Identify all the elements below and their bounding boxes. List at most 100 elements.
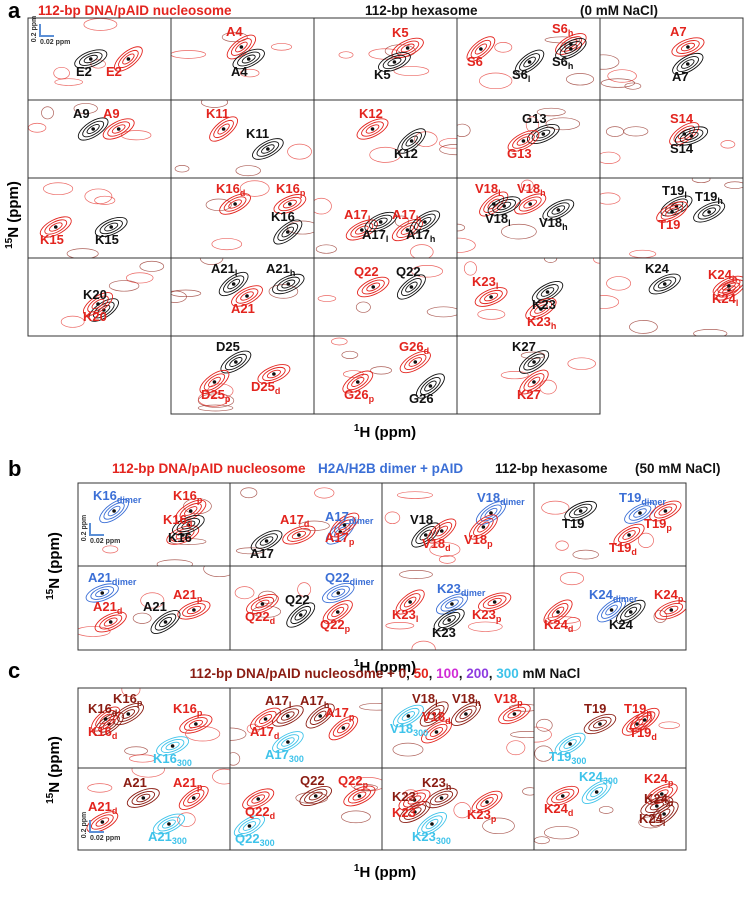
residue-sub: 300 [172, 836, 187, 846]
contour [99, 614, 123, 630]
contour [273, 219, 303, 245]
contours [338, 37, 430, 77]
contour [500, 371, 529, 380]
peak-dot [318, 714, 323, 718]
contour [555, 38, 587, 60]
contour [455, 705, 477, 723]
contour [563, 739, 577, 749]
contour [197, 391, 229, 407]
peak-dot [357, 794, 362, 798]
peak-dot [532, 360, 536, 364]
residue-name: A7 [672, 69, 689, 84]
residue-name: A17 [250, 546, 274, 561]
contour [94, 195, 116, 205]
contour [408, 807, 422, 817]
residue-label: Q22 [285, 592, 310, 607]
contour [638, 714, 652, 726]
axis-sup: 15 [45, 792, 56, 804]
residue-name: T19 [562, 516, 584, 531]
peak-dot [447, 618, 451, 622]
residue-name: D25 [216, 339, 240, 354]
contour [43, 182, 74, 196]
contour [435, 593, 468, 615]
contour [633, 508, 647, 518]
header-item: , [459, 666, 467, 681]
contour [211, 238, 243, 251]
contour [492, 199, 516, 213]
residue-name: A21 [88, 570, 112, 585]
contour [450, 702, 481, 726]
contour [467, 621, 503, 632]
contour [99, 219, 123, 235]
contour [613, 523, 645, 547]
contour [230, 752, 241, 766]
contour [624, 82, 642, 90]
contour [287, 528, 311, 542]
contour [219, 193, 251, 215]
contour [132, 612, 152, 624]
contour [328, 715, 359, 741]
contour [624, 502, 656, 524]
residue-sub: d [112, 708, 118, 718]
residue-name: A21 [211, 261, 235, 276]
cell-border [599, 257, 744, 337]
peak-dot [512, 712, 517, 716]
peak-dot [266, 147, 270, 151]
residue-label: K23 [392, 805, 416, 820]
scale-bar-y: 0.2 ppm [31, 16, 38, 42]
residue-name: K24 [609, 617, 634, 632]
contour [393, 66, 430, 77]
contour [392, 742, 424, 757]
contour [555, 791, 570, 801]
contour [628, 505, 652, 521]
contour [157, 816, 181, 832]
residue-sub: h [732, 274, 738, 284]
residue-label: K16d [88, 701, 117, 718]
contour [573, 506, 588, 516]
residue-name: T19 [549, 749, 571, 764]
residue-label: T19d [609, 540, 637, 557]
residue-label: K24300 [579, 769, 618, 786]
contour [104, 222, 119, 232]
scale-bar-y: 0.2 ppm [81, 812, 88, 838]
contour [665, 198, 688, 214]
residue-name: A17 [265, 693, 289, 708]
peak-dot [479, 47, 483, 51]
contour [108, 280, 140, 292]
scale-bar-x: 0.02 ppm [90, 538, 120, 545]
residue-label: Q22p [320, 617, 351, 634]
residue-name: V18 [422, 709, 445, 724]
contour [73, 103, 98, 114]
residue-name: V18 [494, 691, 517, 706]
contour [514, 193, 547, 215]
residue-name: K24 [708, 267, 733, 282]
contour [341, 350, 359, 360]
residue-name: K16 [113, 691, 137, 706]
spectrum-cell: K11 K11 [170, 99, 315, 179]
contour [227, 278, 241, 290]
contour [197, 404, 234, 412]
residue-sub: dimer [613, 594, 638, 604]
residue-sub: d [631, 547, 637, 557]
residue-label: K24 [645, 261, 670, 276]
residue-name: K23 [472, 607, 496, 622]
residue-name: A21 [266, 261, 290, 276]
contours [28, 103, 152, 141]
contour [384, 511, 401, 525]
residue-label: K16d [216, 181, 245, 198]
residue-label: V18h [452, 691, 481, 708]
contour [397, 128, 427, 154]
contour [235, 547, 265, 555]
contour [331, 337, 348, 346]
residue-name: S14 [670, 111, 694, 126]
contour [438, 611, 461, 629]
residue-sub: l [235, 268, 238, 278]
contour [156, 736, 190, 756]
contour [350, 777, 382, 792]
contour [91, 814, 114, 830]
contour [518, 350, 550, 374]
